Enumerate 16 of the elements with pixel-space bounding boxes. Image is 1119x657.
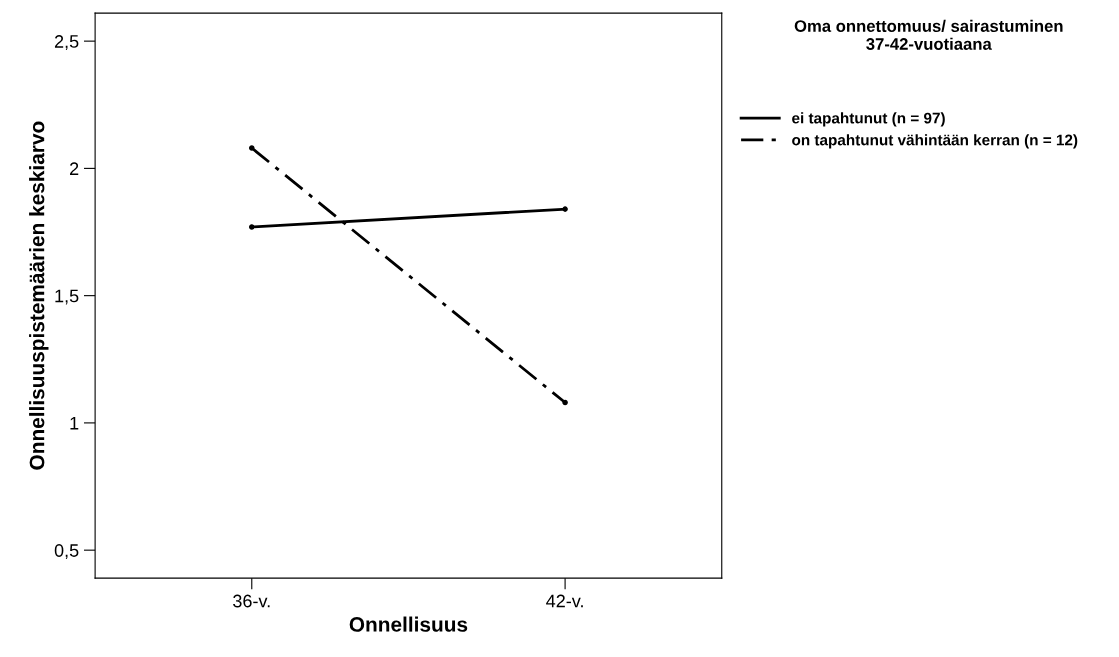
legend-label: on tapahtunut vähintään kerran (n = 12) bbox=[792, 134, 1078, 149]
y-tick-label: 2,5 bbox=[54, 35, 79, 50]
point bbox=[248, 145, 255, 151]
y-tick-label: 2 bbox=[70, 162, 79, 175]
y-tick-label: 1,5 bbox=[55, 289, 79, 305]
x-tick-label: 42-v. bbox=[546, 594, 583, 608]
y-tick-label: 0,5 bbox=[54, 544, 79, 560]
legend-label: ei tapahtunut (n = 97) bbox=[792, 112, 945, 127]
point bbox=[562, 399, 568, 406]
legend-title: Oma onnettomuus/ sairastuminen 37-42-vuotiaana bbox=[794, 19, 1063, 50]
point bbox=[562, 206, 568, 212]
x-axis-title: Onnellisuus bbox=[349, 616, 468, 632]
y-tick-label: 1 bbox=[70, 417, 79, 430]
x-tick-label: 36-v. bbox=[233, 594, 270, 608]
y-axis-title: Onnellisuuspistemäärien keskiarvo bbox=[29, 121, 49, 470]
point bbox=[248, 224, 255, 230]
